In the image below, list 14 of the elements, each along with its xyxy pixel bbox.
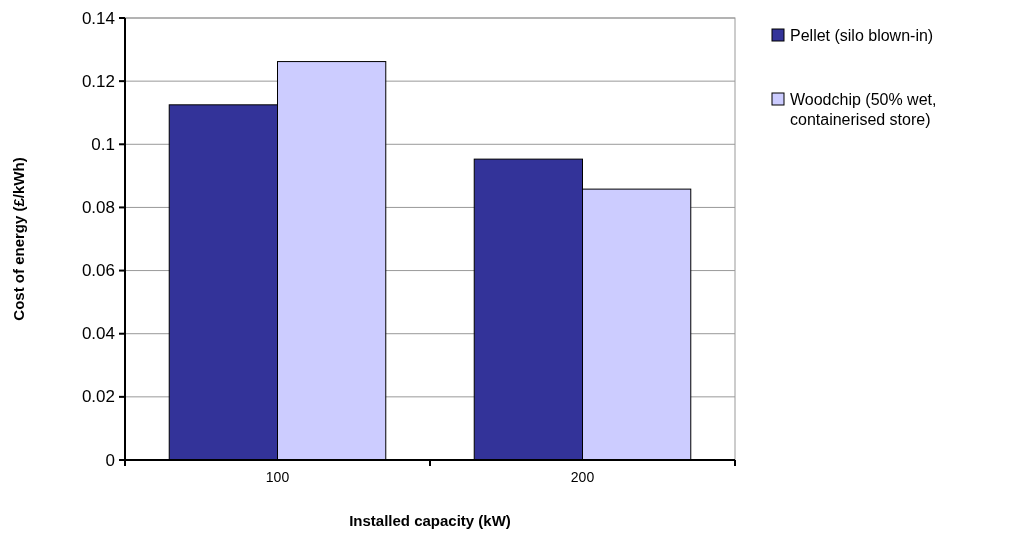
y-tick-label: 0.14 [81,8,115,28]
x-tick-label: 100 [265,469,290,485]
legend-label: Pellet (silo blown-in) [790,26,934,44]
y-tick-label: 0.06 [81,261,115,281]
y-tick-label: 0.12 [81,71,115,91]
x-axis-title: Installed capacity (kW) [349,512,511,529]
y-tick-label: 0.04 [81,324,115,344]
y-tick-label: 0 [105,450,115,470]
y-tick-label: 0.1 [91,134,115,154]
y-tick-label: 0.02 [81,387,115,407]
legend-label: Woodchip (50% wet, containerised store) [790,90,937,128]
y-tick-label: 0.08 [81,197,115,217]
x-tick-label: 200 [570,469,595,485]
y-axis-title: Cost of energy (£/kWh) [10,157,27,321]
